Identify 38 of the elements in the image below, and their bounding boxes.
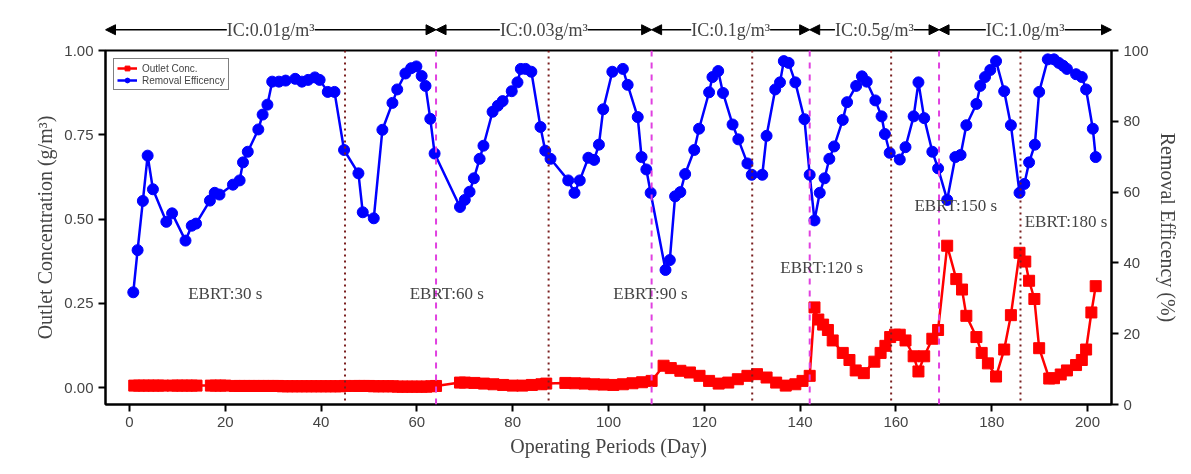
legend-label: Outlet Conc. — [142, 62, 198, 74]
x-tick-label: 200 — [1075, 412, 1101, 430]
text: IC:0.01g/m³ — [226, 19, 316, 40]
y-tick-label: 0.25 — [64, 294, 94, 312]
x-tick-label: 160 — [883, 412, 909, 430]
y2-tick-label: 60 — [1123, 183, 1141, 201]
x-tick-label: 20 — [216, 412, 234, 430]
x-tick-label: 60 — [408, 412, 426, 430]
y2-tick-label: 0 — [1123, 395, 1132, 413]
y-tick-label: 1.00 — [64, 41, 94, 59]
x-tick-label: 100 — [595, 412, 622, 430]
annotation: EBRT:120 s — [780, 258, 864, 278]
y2-axis-title: Removal Efficency (%) — [1155, 132, 1179, 323]
y-axis-title: Outlet Concentration (g/m³) — [34, 115, 58, 340]
annotation: EBRT:30 s — [188, 284, 263, 304]
x-tick-label: 140 — [787, 412, 813, 430]
y2-tick-label: 20 — [1123, 324, 1141, 342]
annotation: EBRT:90 s — [613, 284, 688, 304]
text: IC:0.03g/m³ — [499, 19, 589, 40]
x-tick-label: 120 — [691, 412, 717, 430]
y-tick-label: 0.75 — [64, 125, 94, 143]
y2-tick-label: 100 — [1123, 41, 1149, 59]
x-axis-title: Operating Periods (Day) — [510, 434, 707, 458]
y-tick-label: 0.00 — [64, 378, 94, 396]
legend-label: Removal Efficency — [142, 74, 225, 86]
y2-tick-label: 40 — [1123, 253, 1141, 271]
annotation: EBRT:60 s — [409, 284, 484, 304]
annotation: EBRT:150 s — [914, 196, 998, 216]
text: IC:1.0g/m³ — [985, 19, 1066, 40]
annotation: EBRT:180 s — [1024, 212, 1108, 232]
y-tick-label: 0.50 — [64, 210, 94, 228]
text: IC:0.1g/m³ — [691, 19, 771, 40]
text: IC:0.5g/m³ — [834, 19, 915, 40]
y2-tick-label: 80 — [1123, 112, 1141, 130]
x-tick-label: 80 — [504, 412, 522, 430]
x-tick-label: 40 — [312, 412, 330, 430]
x-tick-label: 180 — [979, 412, 1005, 430]
x-tick-label: 0 — [125, 412, 134, 430]
